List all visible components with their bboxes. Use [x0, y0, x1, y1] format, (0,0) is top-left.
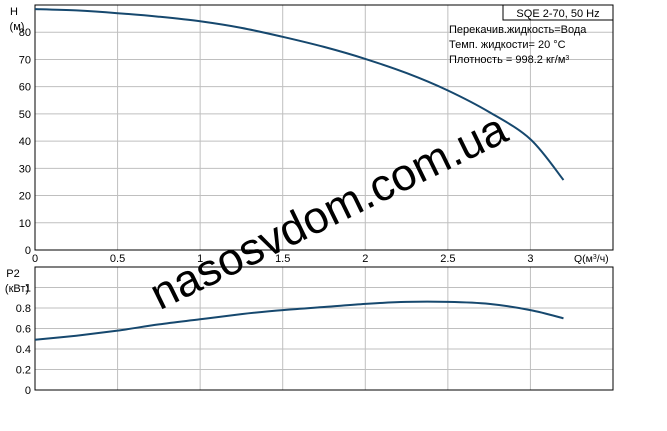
legend-line-temperature: Темп. жидкости= 20 °C — [449, 39, 566, 51]
power-y-tick-labels: 0 0.2 0.4 0.6 0.8 1 — [16, 283, 31, 398]
legend-line-density: Плотность = 998.2 кг/м3 — [449, 54, 569, 66]
legend-box: SQE 2-70, 50 Hz Перекачив.жидкость=Вода … — [449, 4, 614, 66]
head-x-tick-label: 2.5 — [440, 253, 455, 265]
head-y-tick-label: 50 — [19, 109, 31, 121]
head-curve-line — [34, 8, 565, 181]
legend-line-fluid: Перекачив.жидкость=Вода — [449, 24, 587, 36]
head-y-tick-labels: 0 10 20 30 40 50 60 70 80 — [19, 27, 31, 257]
head-curve-panel: 0 10 20 30 40 50 60 70 80 0 0.5 1 1.5 2 2.5 3 H (м) Q(… — [10, 4, 614, 265]
head-y-axis-label: H — [10, 6, 18, 18]
head-plot-frame — [34, 4, 614, 251]
head-gridlines — [34, 5, 613, 251]
head-y-tick-label: 80 — [19, 27, 31, 39]
power-curve-panel: 0 0.2 0.4 0.6 0.8 1 P2 (кВт) — [5, 266, 614, 398]
power-y-axis-unit: (кВт) — [5, 283, 29, 295]
power-y-tick-label: 0.6 — [16, 324, 31, 336]
head-y-tick-label: 10 — [19, 218, 31, 230]
head-x-tick-label: 1 — [197, 253, 203, 265]
power-gridlines — [34, 267, 613, 391]
head-y-tick-label: 20 — [19, 191, 31, 203]
power-y-tick-label: 1 — [25, 283, 31, 295]
head-x-tick-label: 0.5 — [110, 253, 125, 265]
legend-title: SQE 2-70, 50 Hz — [516, 8, 599, 20]
head-y-tick-label: 60 — [19, 82, 31, 94]
head-y-tick-label: 40 — [19, 136, 31, 148]
power-y-tick-label: 0.2 — [16, 365, 31, 377]
head-x-tick-label: 0 — [32, 253, 38, 265]
head-x-tick-label: 2 — [362, 253, 368, 265]
head-x-tick-labels: 0 0.5 1 1.5 2 2.5 3 — [32, 253, 534, 265]
power-plot-frame — [34, 266, 614, 391]
head-y-tick-label: 0 — [25, 245, 31, 257]
flow-x-axis-label: Q(м3/ч) — [574, 253, 609, 265]
watermark-text: nasosvdom.com.ua — [142, 102, 516, 319]
power-y-tick-label: 0.4 — [16, 344, 31, 356]
power-curve-line — [34, 300, 564, 341]
head-x-tick-label: 3 — [527, 253, 533, 265]
power-y-tick-label: 0 — [25, 385, 31, 397]
legend-title-box — [502, 4, 614, 21]
head-y-tick-label: 30 — [19, 163, 31, 175]
power-y-axis-label: P2 — [6, 268, 19, 280]
head-x-tick-label: 1.5 — [275, 253, 290, 265]
head-y-axis-unit: (м) — [10, 21, 25, 33]
head-y-tick-label: 70 — [19, 54, 31, 66]
power-y-tick-label: 0.8 — [16, 303, 31, 315]
